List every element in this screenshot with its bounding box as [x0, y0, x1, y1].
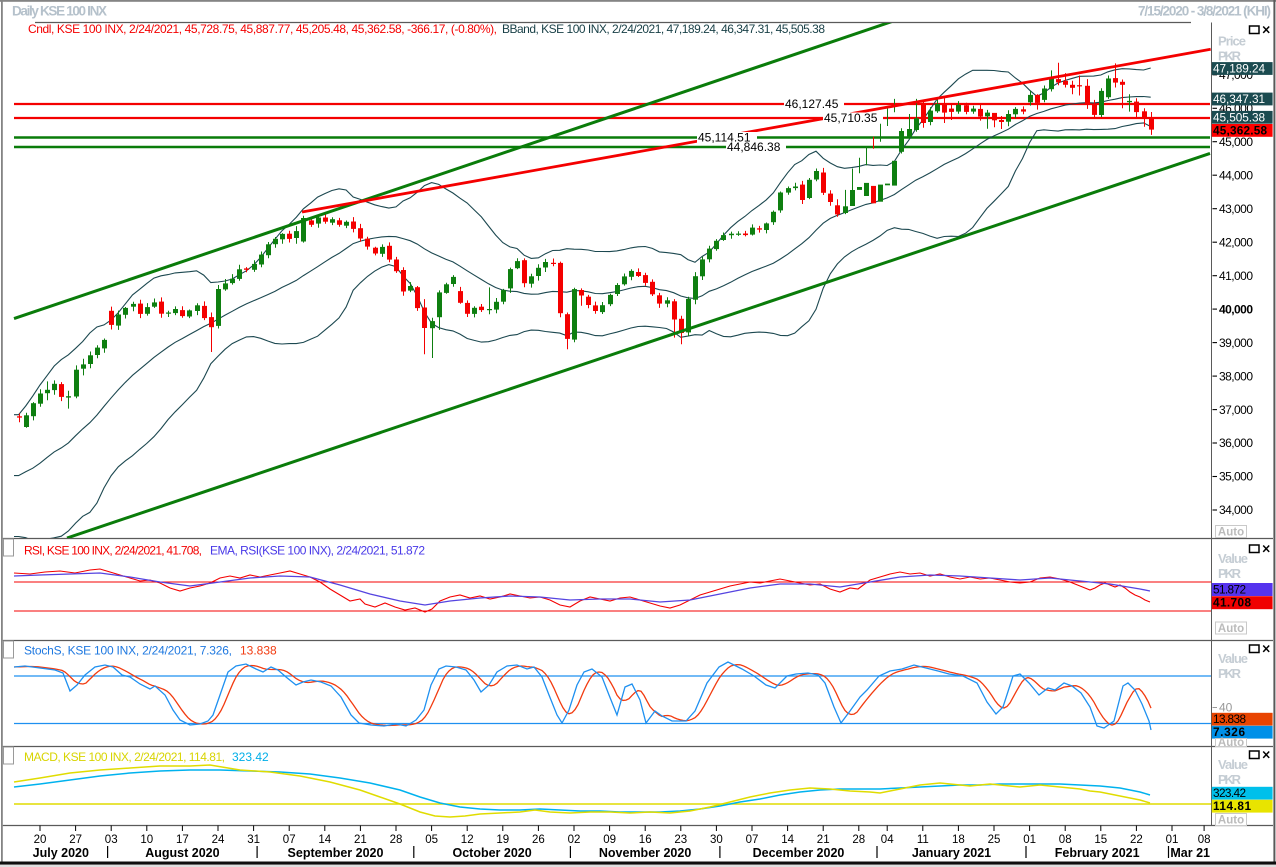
svg-text:7.326: 7.326: [1213, 725, 1245, 739]
svg-text:18: 18: [952, 834, 965, 846]
svg-text:44,846.38: 44,846.38: [727, 140, 781, 154]
svg-text:14: 14: [318, 834, 331, 846]
svg-text:Auto: Auto: [1218, 527, 1244, 539]
svg-text:Mar 21: Mar 21: [1170, 846, 1210, 860]
svg-text:PKR: PKR: [1218, 666, 1242, 681]
svg-text:13.838: 13.838: [240, 644, 277, 658]
svg-text:22: 22: [1130, 834, 1143, 846]
svg-text:Price: Price: [1218, 34, 1246, 49]
svg-text:BBand, KSE 100 INX, 2/24/2021,: BBand, KSE 100 INX, 2/24/2021, 47,189.24…: [502, 22, 825, 36]
svg-text:Auto: Auto: [1218, 815, 1244, 827]
svg-text:05: 05: [425, 834, 438, 846]
svg-text:15: 15: [1094, 834, 1107, 846]
svg-text:41,000: 41,000: [1219, 269, 1253, 283]
svg-text:07: 07: [283, 834, 296, 846]
svg-text:40,000: 40,000: [1219, 302, 1253, 316]
svg-text:Value: Value: [1218, 651, 1248, 666]
svg-text:36,000: 36,000: [1219, 436, 1253, 450]
svg-text:7/15/2020 - 3/8/2021 (KHI): 7/15/2020 - 3/8/2021 (KHI): [1138, 4, 1271, 19]
svg-text:04: 04: [881, 834, 894, 846]
svg-text:08: 08: [1198, 834, 1211, 846]
svg-text:November 2020: November 2020: [599, 846, 691, 860]
svg-text:21: 21: [354, 834, 367, 846]
svg-text:July 2020: July 2020: [33, 846, 89, 860]
svg-text:Value: Value: [1218, 551, 1248, 566]
svg-text:27: 27: [69, 834, 82, 846]
svg-text:26: 26: [532, 834, 545, 846]
svg-text:PKR: PKR: [1218, 49, 1242, 64]
svg-text:11: 11: [917, 834, 929, 846]
svg-text:30: 30: [710, 834, 723, 846]
svg-text:14: 14: [781, 834, 794, 846]
svg-text:40: 40: [1219, 701, 1233, 715]
svg-text:August 2020: August 2020: [145, 846, 219, 860]
svg-text:114.81: 114.81: [1213, 799, 1251, 813]
svg-text:Auto: Auto: [1218, 623, 1244, 635]
svg-text:01: 01: [1166, 834, 1179, 846]
svg-text:December 2020: December 2020: [753, 846, 845, 860]
svg-text:45,505.38: 45,505.38: [1213, 110, 1265, 124]
svg-text:20: 20: [34, 834, 47, 846]
svg-text:28: 28: [852, 834, 865, 846]
svg-text:12: 12: [461, 834, 474, 846]
svg-text:45,114.51: 45,114.51: [698, 131, 751, 145]
svg-text:10: 10: [140, 834, 153, 846]
svg-text:03: 03: [105, 834, 118, 846]
svg-text:PKR: PKR: [1218, 566, 1242, 581]
svg-text:23: 23: [674, 834, 687, 846]
svg-text:19: 19: [496, 834, 509, 846]
svg-text:16: 16: [639, 834, 652, 846]
svg-text:February 2021: February 2021: [1055, 846, 1140, 860]
svg-text:01: 01: [1023, 834, 1036, 846]
svg-text:323.42: 323.42: [1213, 786, 1246, 800]
svg-text:37,000: 37,000: [1219, 403, 1253, 417]
svg-text:43,000: 43,000: [1219, 202, 1253, 216]
svg-text:Value: Value: [1218, 757, 1248, 772]
svg-text:PKR: PKR: [1218, 772, 1242, 787]
svg-text:46,347.31: 46,347.31: [1213, 92, 1265, 106]
svg-text:September 2020: September 2020: [288, 846, 384, 860]
svg-text:51.872: 51.872: [1213, 582, 1246, 596]
svg-text:34,000: 34,000: [1219, 503, 1253, 517]
svg-text:44,000: 44,000: [1219, 168, 1253, 182]
svg-text:07: 07: [746, 834, 759, 846]
svg-text:45,000: 45,000: [1219, 135, 1253, 149]
svg-text:21: 21: [817, 834, 830, 846]
svg-text:January 2021: January 2021: [912, 846, 991, 860]
svg-text:RSI, KSE 100 INX, 2/24/2021, 4: RSI, KSE 100 INX, 2/24/2021, 41.708,: [24, 544, 202, 558]
svg-text:45,710.35: 45,710.35: [824, 111, 878, 125]
svg-text:31: 31: [247, 834, 260, 846]
svg-text:38,000: 38,000: [1219, 369, 1253, 383]
svg-text:October 2020: October 2020: [452, 846, 531, 860]
svg-text:24: 24: [212, 834, 225, 846]
svg-text:02: 02: [568, 834, 581, 846]
svg-text:46,127.45: 46,127.45: [785, 97, 839, 111]
svg-text:17: 17: [176, 834, 189, 846]
svg-text:42,000: 42,000: [1219, 235, 1253, 249]
svg-text:Daily KSE 100 INX: Daily KSE 100 INX: [12, 4, 107, 19]
svg-text:Cndl, KSE 100 INX, 2/24/2021,: Cndl, KSE 100 INX, 2/24/2021, 45,728.75,…: [28, 22, 497, 36]
svg-text:25: 25: [988, 834, 1001, 846]
svg-text:47,189.24: 47,189.24: [1213, 62, 1265, 76]
svg-text:MACD, KSE 100 INX, 2/24/2021,: MACD, KSE 100 INX, 2/24/2021, 114.81,: [24, 750, 225, 764]
svg-text:45,362.58: 45,362.58: [1213, 124, 1267, 138]
svg-text:323.42: 323.42: [232, 750, 269, 764]
svg-text:13.838: 13.838: [1213, 712, 1246, 726]
svg-text:09: 09: [603, 834, 616, 846]
svg-text:Auto: Auto: [1218, 737, 1244, 749]
svg-text:StochS, KSE 100 INX, 2/24/2021: StochS, KSE 100 INX, 2/24/2021, 7.326,: [24, 644, 232, 658]
svg-text:39,000: 39,000: [1219, 336, 1253, 350]
svg-text:35,000: 35,000: [1219, 470, 1253, 484]
svg-text:EMA, RSI(KSE 100 INX), 2/24/20: EMA, RSI(KSE 100 INX), 2/24/2021, 51.872: [210, 544, 425, 558]
svg-text:28: 28: [390, 834, 403, 846]
svg-text:08: 08: [1059, 834, 1072, 846]
svg-text:41.708: 41.708: [1213, 596, 1251, 610]
